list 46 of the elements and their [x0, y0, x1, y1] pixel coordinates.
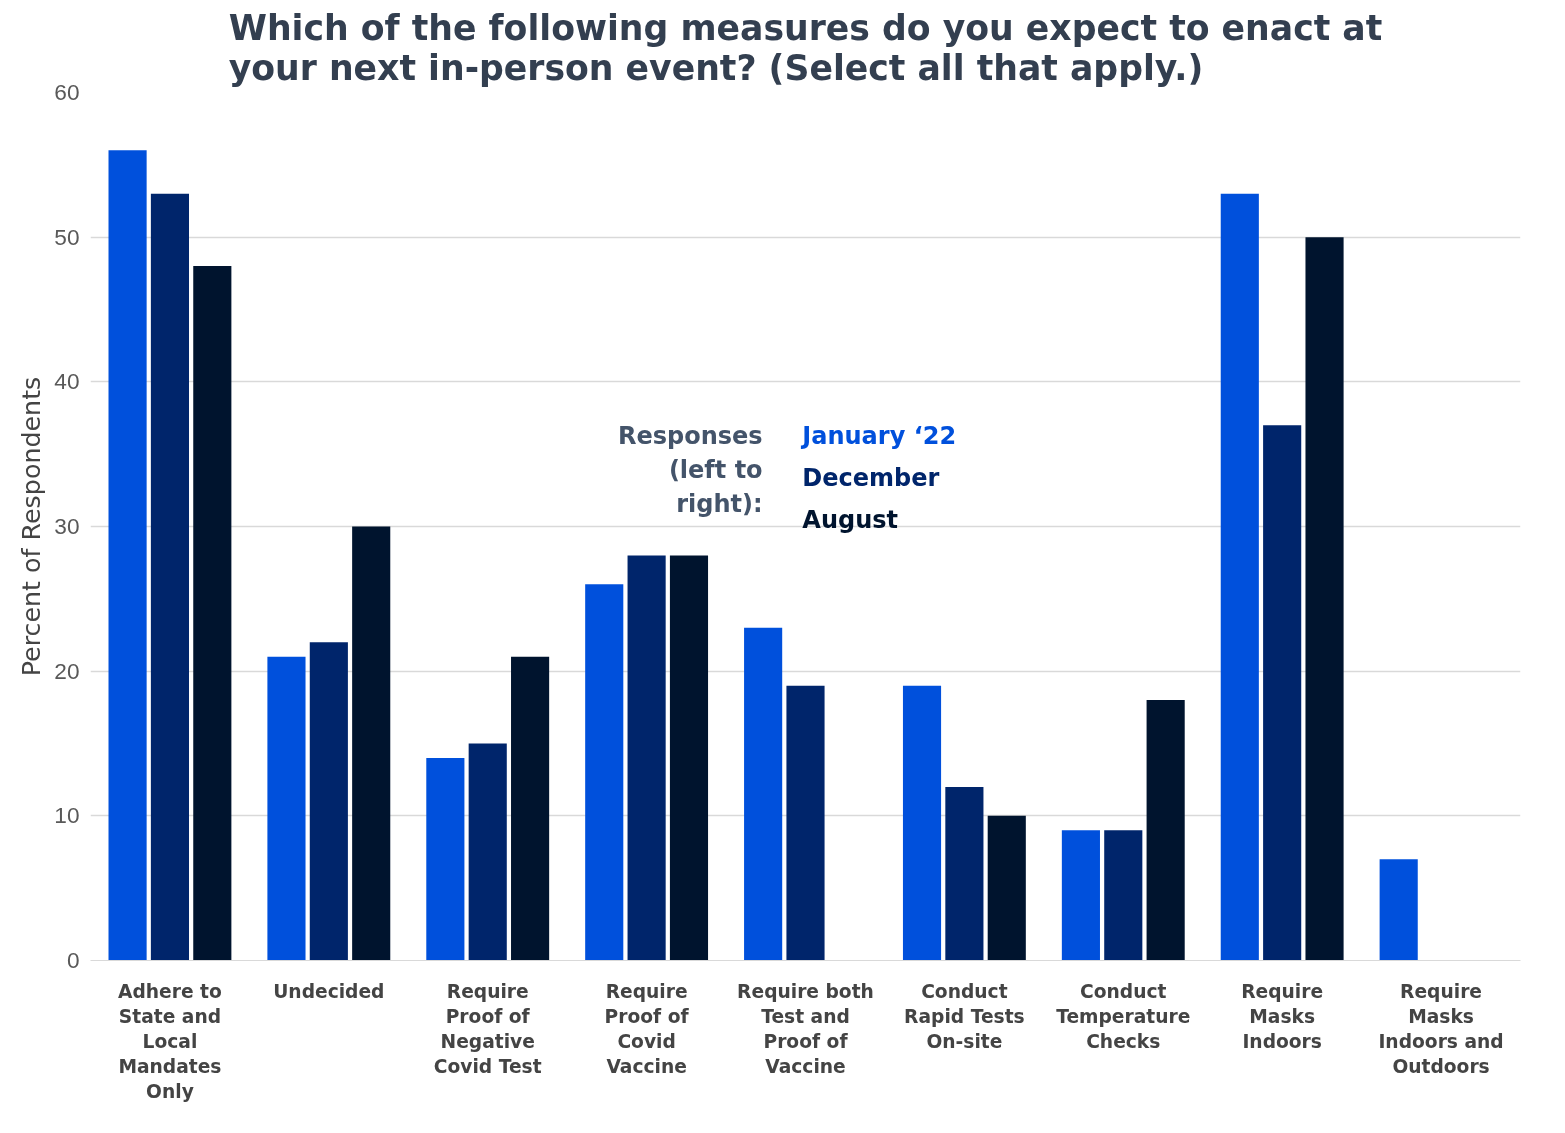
bar: [786, 685, 825, 961]
x-tick-label: Undecided: [273, 980, 385, 1002]
bar: [193, 266, 232, 961]
y-tick-label: 20: [54, 657, 80, 684]
bar: [108, 150, 147, 961]
text: January ‘22: [800, 422, 957, 451]
y-tick-label: 0: [66, 947, 80, 973]
bar: [987, 815, 1026, 961]
bar: [426, 757, 465, 961]
x-tick-label: Conduct Rapid Tests On-site: [904, 980, 1025, 1052]
bar: [1305, 237, 1344, 961]
x-tick-label: Require Proof of Negative Covid Test: [433, 980, 542, 1078]
bar: [511, 656, 550, 961]
bar: [627, 555, 666, 961]
bar: [945, 786, 984, 961]
bar: [267, 656, 306, 961]
text: December: [802, 464, 940, 492]
x-tick-label: Require Masks Indoors and Outdoors: [1378, 980, 1504, 1078]
y-tick-label: 50: [54, 223, 80, 250]
bar: [1263, 425, 1302, 961]
bar: [468, 743, 507, 961]
bar: [669, 555, 709, 961]
bar: [309, 642, 348, 961]
legend-title: Responses (left to right):: [617, 422, 763, 518]
x-tick-label: Conduct Temperature Checks: [1056, 980, 1191, 1052]
y-axis-title: Percent of Respondents: [16, 376, 47, 677]
y-tick-label: 60: [54, 79, 80, 105]
y-tick-label: 30: [54, 513, 80, 539]
bar: [744, 627, 783, 961]
x-tick-label: Require both Test and Proof of Vaccine: [737, 980, 874, 1078]
bar: [150, 193, 190, 961]
y-tick-label: 10: [54, 802, 80, 829]
bar: [352, 526, 391, 961]
text: August: [802, 505, 899, 534]
bar: [1220, 193, 1259, 961]
bar: [585, 584, 624, 961]
bar: [1061, 830, 1100, 961]
bar: [1146, 700, 1185, 961]
y-tick-label: 40: [54, 368, 80, 395]
chart-title: Which of the following measures do you expect to enact at your next in-person event? (Select all that apply.): [228, 7, 1383, 88]
x-tick-label: Require Proof of Covid Vaccine: [604, 980, 690, 1078]
bar: [1104, 830, 1143, 961]
x-tick-label: Adhere to State and Local Mandates Only: [118, 980, 223, 1103]
bar: [1379, 859, 1418, 961]
x-tick-label: Require Masks Indoors: [1241, 980, 1324, 1052]
bar: [902, 685, 942, 961]
